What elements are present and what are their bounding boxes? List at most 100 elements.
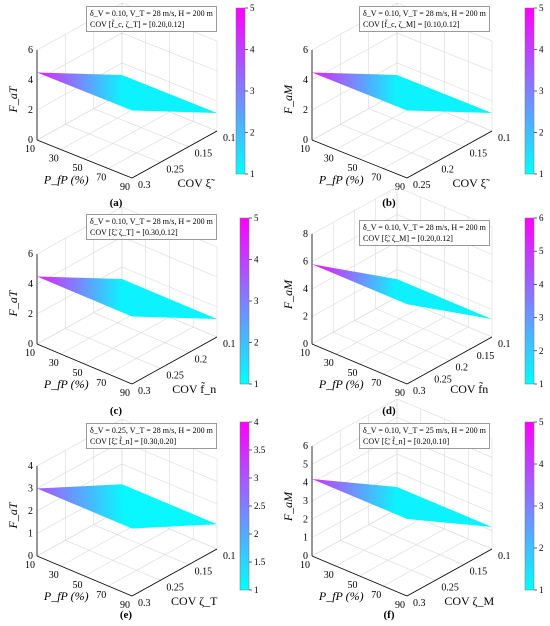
panel-a-y-tick: 0.3 — [138, 180, 151, 191]
panel-e-x-tick: 70 — [96, 590, 106, 601]
panel-d-x-axis — [311, 343, 408, 385]
panel-e-x-tick: 10 — [25, 560, 35, 571]
panel-b-z-label: F_aM — [281, 84, 295, 115]
panel-a-surface — [37, 72, 217, 113]
panel-e-floor-grid-line — [84, 528, 170, 577]
panel-c-y-tick: 0.2 — [195, 355, 208, 366]
panel-d-y-label: COV f̃n — [450, 381, 488, 396]
panel-f-y-tick: 0.3 — [413, 598, 426, 609]
panel-c-colorbar-tick: 4 — [254, 255, 259, 265]
panel-a-z-label: F_aT — [6, 85, 20, 113]
panel-e-plot: 0 1 2 3 4 10 30 50 70 90 0.3 0.25 0.15 0.1 F_aT P_fP (%… — [6, 417, 266, 611]
panel-d-y-axis — [406, 336, 493, 385]
panel-c-y-tick: 0.3 — [138, 386, 151, 397]
panel-a-z-tick: 2 — [28, 105, 33, 116]
panel-a-y-tick: 0.1 — [223, 133, 236, 144]
panel-f-z-tick: 3 — [303, 496, 308, 507]
panel-e-floor-grid-line — [108, 538, 194, 587]
panel-d-x-tick: 30 — [324, 358, 334, 369]
panel-b-surface — [312, 72, 492, 113]
panel-b-floor-grid-line — [359, 111, 445, 160]
panel-f-x-tick: 50 — [348, 580, 358, 591]
panel-f-colorbar-tick: 3 — [539, 501, 544, 511]
panel-a-y-tick: 0.15 — [195, 149, 213, 160]
panel-e-y-tick: 0.1 — [223, 551, 236, 562]
panel-b-colorbar-tick: 2 — [539, 128, 544, 138]
panel-c-x-tick: 10 — [25, 348, 35, 359]
panel-c-legend: δ_V = 0.10, V_T = 28 m/s, H = 200 m COV … — [86, 214, 217, 240]
panel-d-legend-line-2: COV [ξ̃, ζ_M] = [0.20,0.12] — [363, 234, 453, 243]
panel-d-surface — [312, 264, 492, 320]
panel-f-z-tick: 0 — [303, 551, 308, 562]
panel-b-colorbar-tick: 3 — [539, 86, 544, 96]
panel-a-z-tick: 6 — [28, 45, 33, 56]
panel-e-x-label: P_fP (%) — [43, 589, 89, 603]
panel-f-z-tick: 2 — [303, 514, 308, 525]
panel-d-floor-grid-line — [354, 320, 450, 361]
panel-b-z-tick: 6 — [303, 45, 308, 56]
panel-e-colorbar-tick: 2 — [254, 529, 259, 539]
panel-d-legend: δ_V = 0.10, V_T = 28 m/s, H = 200 m COV … — [359, 220, 490, 246]
panel-e-surface — [37, 484, 217, 529]
panel-b-y-tick: 0.1 — [498, 133, 511, 144]
panel-f-z-tick: 4 — [303, 478, 308, 489]
panel-c-surface — [37, 276, 217, 319]
panel-a-x-tick: 30 — [49, 154, 59, 165]
panel-a-y-label: COV ξ̃ — [178, 176, 215, 190]
panel-f-caption: (f) — [383, 609, 395, 621]
panel-b-floor-grid-line — [368, 108, 464, 147]
panel-b-y-tick: 0.2 — [441, 164, 454, 175]
panel-a-caption: (a) — [109, 197, 123, 209]
panel-c-colorbar-tick: 3 — [254, 296, 259, 306]
panel-f-colorbar-tick: 4 — [539, 459, 544, 469]
panel-c-floor-grid-line — [65, 328, 161, 369]
panel-f-floor-grid-line — [335, 518, 421, 567]
panel-a-legend-line-2: COV [f̃_c, ζ_T] = [0.20,0.12] — [90, 20, 185, 29]
panel-b-x-tick: 30 — [324, 154, 334, 165]
panel-e-caption: (e) — [119, 609, 133, 621]
panel-c-y-tick: 0.25 — [166, 370, 184, 381]
panel-a-legend: δ_V = 0.10, V_T = 28 m/s, H = 200 m COV … — [86, 6, 217, 32]
panel-a-colorbar-tick: 4 — [250, 45, 255, 55]
panel-d-caption: (d) — [382, 405, 396, 417]
panel-c-x-tick: 70 — [96, 378, 106, 389]
panel-b-x-tick: 90 — [395, 182, 405, 193]
panel-f-y-label: COV ζ_M — [444, 594, 494, 608]
panel-e-legend-line-1: δ_V = 0.25, V_T = 28 m/s, H = 200 m — [90, 426, 213, 435]
panel-e-y-axis — [131, 548, 218, 597]
panel-a-x-tick: 50 — [73, 163, 83, 174]
panel-d-z-tick: 4 — [303, 284, 308, 295]
panel-a-plot: 0 2 4 6 10 30 50 70 90 0.3 0.25 0.15 0.1 F_aT P_fP (%)… — [6, 2, 255, 193]
panel-f-floor-grid-line — [383, 538, 469, 587]
panel-c-legend-line-1: δ_V = 0.10, V_T = 28 m/s, H = 200 m — [90, 217, 213, 226]
panel-f-floor-grid-line — [368, 524, 464, 565]
panel-b-y-tick: 0.15 — [470, 149, 488, 160]
panel-a-y-axis — [131, 130, 218, 179]
panel-f-y-tick: 0.25 — [441, 582, 459, 593]
panel-f: 0 1 2 3 4 5 6 10 30 50 70 90 0.3 0.25 0.15 0.1 F_aM P_fP … — [275, 398, 550, 626]
panel-c-z-tick: 6 — [28, 249, 33, 260]
panel-a-colorbar-tick: 1 — [250, 169, 255, 179]
panel-b-floor-grid-line — [335, 102, 421, 150]
panel-f-x-tick: 70 — [371, 590, 381, 601]
panel-d-z-tick: 8 — [303, 229, 308, 240]
panel-d-y-tick: 0.2 — [456, 363, 469, 374]
panel-f-y-tick: 0.1 — [498, 551, 511, 562]
panel-f-z-label: F_aM — [281, 491, 295, 522]
panel-d-colorbar-tick: 3 — [539, 313, 544, 323]
panel-b-y-tick: 0.25 — [413, 180, 431, 191]
panel-d-floor-grid-line — [333, 331, 429, 373]
panel-b-colorbar-tick: 4 — [539, 45, 544, 55]
panel-c-y-label: COV f̃_n — [172, 381, 216, 396]
panel-c-x-label: P_fP (%) — [43, 377, 89, 391]
panel-b-floor-grid-line — [383, 121, 469, 169]
panel-c-x-tick: 50 — [73, 368, 83, 379]
panel-d-floor-grid-line — [375, 308, 471, 350]
panel-f-z-tick: 5 — [303, 459, 308, 470]
panel-c-plot: 0 2 4 6 10 30 50 70 90 0.3 0.25 0.2 0.1 F_aT P_fP (%) C… — [6, 206, 259, 399]
panel-a-floor-grid-line — [108, 121, 194, 169]
panel-a-x-label: P_fP (%) — [43, 172, 89, 186]
panel-d-plot: 0 2 4 6 8 10 30 50 70 90 0.3 0.25 0.2 0.150.1 F_aM P_fP… — [281, 186, 544, 399]
panel-e-z-tick: 4 — [28, 461, 33, 472]
